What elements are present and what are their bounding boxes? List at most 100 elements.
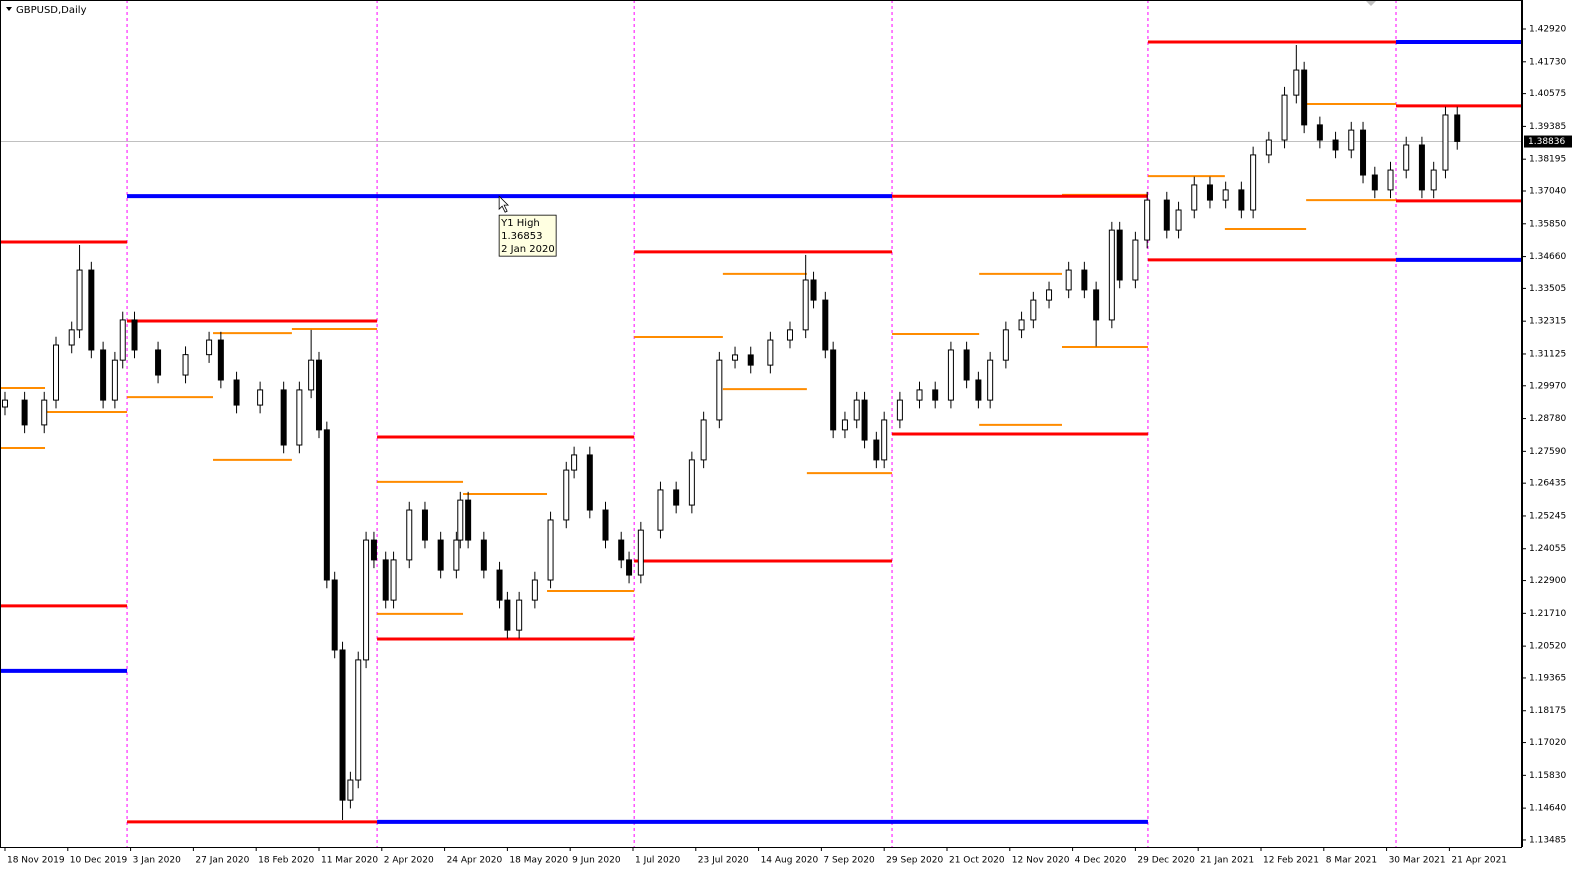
x-tick-label: 9 Jun 2020: [572, 856, 621, 866]
candle-body: [88, 269, 95, 351]
y-tick-label: 1.15830: [1529, 771, 1566, 781]
x-tick-label: 21 Apr 2021: [1451, 856, 1507, 866]
x-tick-label: 7 Sep 2020: [823, 856, 875, 866]
y-tick-label: 1.37040: [1529, 187, 1566, 197]
candle-body: [41, 399, 48, 426]
candle-body: [810, 279, 817, 301]
candle-body: [1093, 289, 1100, 321]
candle-body: [657, 489, 664, 531]
candle-body: [626, 559, 633, 576]
candle-body: [76, 269, 83, 331]
candle-body: [1, 399, 8, 408]
candle-body: [1238, 189, 1245, 211]
candle-body: [1108, 229, 1115, 321]
x-tick-label: 21 Oct 2020: [949, 856, 1005, 866]
candle-body: [1132, 239, 1139, 281]
y-tick-label: 1.32315: [1529, 317, 1566, 327]
candle-body: [1175, 209, 1182, 231]
x-tick-label: 14 Aug 2020: [761, 856, 819, 866]
candle-body: [1002, 329, 1009, 361]
y-tick-label: 1.41730: [1529, 57, 1566, 67]
candle-body: [1250, 154, 1257, 211]
x-tick-label: 23 Jul 2020: [698, 856, 749, 866]
y-tick-label: 1.31125: [1529, 349, 1566, 359]
candle-body: [1144, 199, 1151, 241]
candle-body: [896, 399, 903, 421]
candle-body: [406, 509, 413, 561]
candle-body: [370, 539, 377, 561]
y-tick-label: 1.13485: [1529, 835, 1566, 845]
shift-marker[interactable]: [1366, 1, 1376, 6]
x-tick-label: 3 Jan 2020: [133, 856, 181, 866]
y-tick-label: 1.28780: [1529, 414, 1566, 424]
candle-body: [1206, 184, 1213, 201]
candle-body: [987, 359, 994, 401]
time-axis-panel: [0, 847, 1522, 879]
candle-body: [602, 509, 609, 541]
candle-body: [1065, 269, 1072, 291]
candle-body: [1316, 124, 1323, 141]
x-tick-label: 11 Mar 2020: [321, 856, 378, 866]
candle-body: [786, 329, 793, 341]
candle-body: [1046, 289, 1053, 301]
y-tick-label: 1.18175: [1529, 706, 1566, 716]
candle-body: [323, 429, 330, 581]
candle-body: [1191, 184, 1198, 211]
y-tick-label: 1.42920: [1529, 25, 1566, 35]
x-tick-label: 18 Nov 2019: [7, 856, 65, 866]
candle-body: [496, 569, 503, 601]
candle-body: [563, 469, 570, 521]
candle-body: [233, 379, 240, 406]
candle-body: [1116, 229, 1123, 281]
candle-body: [1293, 69, 1300, 96]
candle-body: [747, 354, 754, 366]
candle-body: [1281, 94, 1288, 141]
candle-body: [111, 359, 118, 401]
x-tick-label: 4 Dec 2020: [1075, 856, 1127, 866]
y-tick-label: 1.20520: [1529, 642, 1566, 652]
candle-body: [339, 649, 346, 801]
x-tick-label: 18 Feb 2020: [258, 856, 314, 866]
y-tick-label: 1.29970: [1529, 381, 1566, 391]
candle-body: [457, 499, 464, 541]
candle-body: [21, 399, 28, 426]
y-tick-label: 1.19365: [1529, 673, 1566, 683]
candle-body: [673, 489, 680, 506]
candle-body: [100, 349, 107, 401]
candle-body: [767, 339, 774, 366]
candle-body: [975, 379, 982, 401]
candle-body: [932, 389, 939, 401]
x-tick-label: 12 Nov 2020: [1012, 856, 1070, 866]
y-tick-label: 1.25245: [1529, 511, 1566, 521]
candle-body: [947, 349, 954, 401]
candle-body: [504, 599, 511, 631]
candle-body: [1301, 69, 1308, 126]
menu-triangle[interactable]: [6, 7, 12, 11]
x-tick-label: 8 Mar 2021: [1326, 856, 1377, 866]
y-tick-label: 1.14640: [1529, 804, 1566, 814]
y-tick-label: 1.26435: [1529, 479, 1566, 489]
y-tick-label: 1.33505: [1529, 284, 1566, 294]
current-price-tag: [1524, 135, 1572, 148]
candle-body: [131, 319, 138, 351]
candle-body: [1387, 169, 1394, 191]
current-price-label: 1.38836: [1528, 137, 1565, 147]
tooltip-date: 2 Jan 2020: [501, 244, 555, 255]
plot-frame: [0, 0, 1522, 848]
y-tick-label: 1.17020: [1529, 738, 1566, 748]
x-tick-label: 27 Jan 2020: [195, 856, 249, 866]
x-tick-label: 18 May 2020: [509, 856, 568, 866]
candle-body: [390, 559, 397, 601]
candle-body: [822, 299, 829, 351]
y-tick-label: 1.38195: [1529, 155, 1566, 165]
candle-body: [1348, 129, 1355, 151]
candle-body: [119, 319, 126, 361]
candle-body: [716, 359, 723, 421]
y-tick-label: 1.21710: [1529, 609, 1566, 619]
candle-body: [586, 454, 593, 511]
y-tick-label: 1.34660: [1529, 252, 1566, 262]
candle-body: [382, 559, 389, 601]
candle-body: [1360, 129, 1367, 176]
candle-body: [331, 579, 338, 651]
